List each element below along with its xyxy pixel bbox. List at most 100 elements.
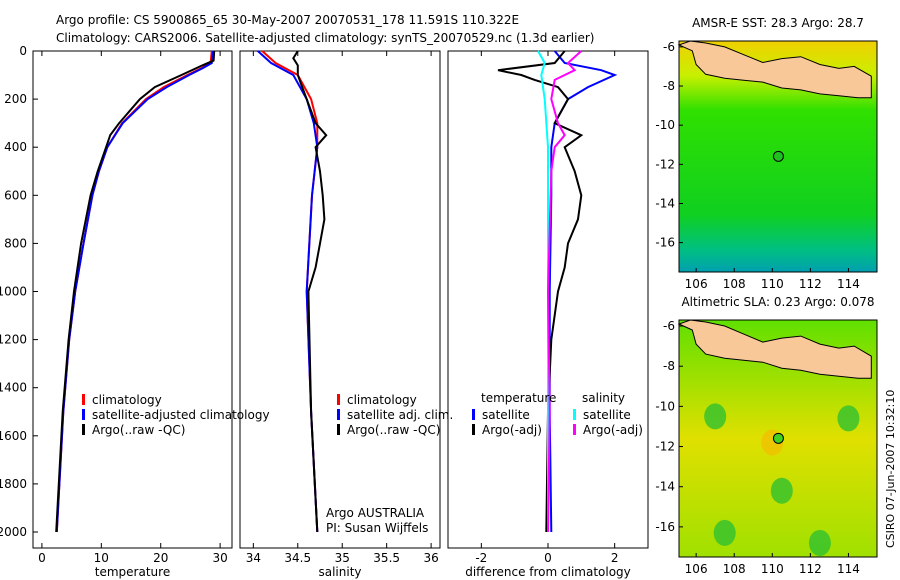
lat-tick-label: -12	[655, 440, 675, 454]
lat-tick-label: -10	[655, 399, 675, 413]
map-title: Altimetric SLA: 0.23 Argo: 0.078	[681, 295, 874, 309]
y-tick-label: 1200	[0, 333, 27, 347]
legend-swatch	[82, 394, 85, 405]
x-axis-label: difference from climatology	[465, 565, 631, 579]
lat-tick-label: -8	[663, 79, 675, 93]
sla-anomaly	[704, 403, 727, 430]
profile-panel-1: 0 10 20 30 temperature 0 200 400 600 800 1000 1200 1…	[0, 44, 270, 579]
lat-tick-label: -6	[663, 40, 675, 54]
lon-tick-label: 110	[761, 277, 784, 291]
chart-subtitle: Climatology: CARS2006. Satellite-adjuste…	[56, 31, 594, 45]
x-tick-label: 30	[212, 551, 227, 565]
x-tick-label: 36	[423, 551, 438, 565]
legend-label: satellite-adjusted climatology	[92, 408, 270, 422]
legend-swatch	[573, 409, 576, 420]
y-tick-label: 1000	[0, 285, 27, 299]
y-tick-label: 800	[4, 236, 27, 250]
legend-swatch	[337, 424, 340, 435]
series-line	[55, 50, 213, 533]
java-land	[677, 319, 872, 379]
credit-text: CSIRO 07-Jun-2007 10:32:10	[884, 390, 897, 548]
legend-swatch	[82, 424, 85, 435]
lat-tick-label: -8	[663, 359, 675, 373]
x-tick-label: 2	[611, 551, 619, 565]
sla-anomaly	[713, 519, 736, 546]
map-frame	[678, 319, 878, 558]
legend-title: salinity	[582, 391, 625, 405]
x-tick-label: 20	[153, 551, 168, 565]
y-tick-label: 400	[4, 140, 27, 154]
legend-swatch	[573, 424, 576, 435]
x-axis-label: salinity	[318, 565, 361, 579]
lat-tick-label: -6	[663, 319, 675, 333]
lat-tick-label: -12	[655, 157, 675, 171]
x-tick-label: 34.5	[284, 551, 311, 565]
legend: temperature salinitysatelliteArgo(-adj)sa…	[472, 391, 643, 437]
plot-frame	[239, 50, 441, 549]
y-tick-label: 1800	[0, 477, 27, 491]
plot-frame	[32, 50, 233, 549]
legend-label: satellite adj. clim.	[347, 408, 453, 422]
lon-tick-label: 114	[837, 562, 860, 576]
profile-panel-2: 34 34.5 35 35.5 36 salinity climatologysatelli…	[239, 50, 453, 579]
sla-anomaly	[837, 405, 860, 432]
x-tick-label: 0	[38, 551, 46, 565]
map-title: AMSR-E SST: 28.3 Argo: 28.7	[692, 16, 864, 30]
legend-swatch	[82, 409, 85, 420]
lon-tick-label: 108	[723, 562, 746, 576]
x-tick-label: 35	[335, 551, 350, 565]
series-line	[292, 50, 328, 533]
lon-tick-label: 110	[761, 562, 784, 576]
legend-label: climatology	[347, 393, 417, 407]
legend-label: satellite	[583, 408, 631, 422]
series-line	[548, 50, 618, 533]
legend-swatch	[472, 424, 475, 435]
legend-label: Argo(-adj)	[583, 423, 643, 437]
legend-label: Argo(-adj)	[482, 423, 542, 437]
legend-swatch	[337, 409, 340, 420]
sla-anomaly	[770, 477, 793, 504]
y-tick-label: 200	[4, 92, 27, 106]
x-axis-label: temperature	[95, 565, 170, 579]
legend-label: Argo(..raw -QC)	[92, 423, 185, 437]
lon-tick-label: 106	[685, 562, 708, 576]
x-tick-label: 35.5	[373, 551, 400, 565]
x-tick-label: 34	[246, 551, 261, 565]
y-tick-label: 1600	[0, 429, 27, 443]
y-tick-label: 1400	[0, 381, 27, 395]
lat-tick-label: -14	[655, 196, 675, 210]
x-tick-label: 10	[94, 551, 109, 565]
argo-location-marker	[772, 432, 784, 444]
lon-tick-label: 108	[723, 277, 746, 291]
annotation-text: PI: Susan Wijffels	[326, 521, 428, 535]
java-land	[677, 40, 872, 99]
series-line	[55, 50, 216, 533]
series-line	[55, 50, 214, 533]
lon-tick-label: 112	[799, 562, 822, 576]
lat-tick-label: -14	[655, 480, 675, 494]
argo-location-marker	[772, 150, 784, 162]
legend-title: temperature	[481, 391, 556, 405]
lat-tick-label: -10	[655, 118, 675, 132]
chart-title: Argo profile: CS 5900865_65 30-May-2007 …	[56, 13, 519, 27]
y-tick-label: 2000	[0, 525, 27, 539]
lon-tick-label: 112	[799, 277, 822, 291]
lat-tick-label: -16	[655, 236, 675, 250]
x-tick-label: -2	[475, 551, 487, 565]
sla-anomaly	[808, 529, 831, 556]
series-line	[537, 50, 549, 532]
map-panel-1: AMSR-E SST: 28.3 Argo: 28.7 106 108 110 112 1…	[655, 16, 878, 291]
legend-label: Argo(..raw -QC)	[347, 423, 440, 437]
legend-swatch	[472, 409, 475, 420]
annotation-text: Argo AUSTRALIA	[326, 506, 425, 520]
x-tick-label: 0	[544, 551, 552, 565]
series-line	[546, 50, 582, 533]
legend-label: satellite	[482, 408, 530, 422]
legend-label: climatology	[92, 393, 162, 407]
lat-tick-label: -16	[655, 520, 675, 534]
map-frame	[678, 40, 878, 273]
lon-tick-label: 114	[837, 277, 860, 291]
